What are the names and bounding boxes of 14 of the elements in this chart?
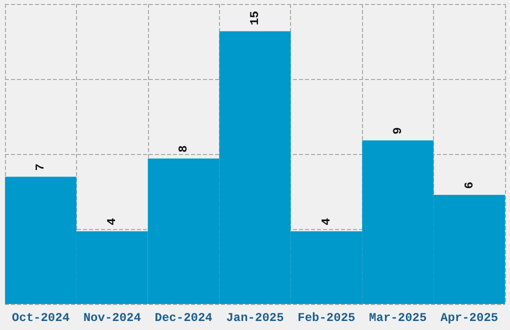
data-label: 15 [248,10,262,26]
data-label: 4 [105,218,120,226]
data-label: 9 [390,127,405,134]
data-label: 6 [462,182,476,189]
data-label: 8 [176,145,191,153]
x-tick-label: Dec-2024 [154,311,212,325]
x-tick-label: Feb-2025 [298,311,356,325]
x-tick-label: Oct-2024 [12,311,70,325]
x-tick-label: Jan-2025 [226,311,284,325]
data-label: 4 [319,218,334,226]
x-tick-label: Apr-2025 [440,311,498,325]
data-label: 7 [34,164,48,171]
x-tick-label: Mar-2025 [369,311,427,325]
x-tick-label: Nov-2024 [83,311,141,325]
